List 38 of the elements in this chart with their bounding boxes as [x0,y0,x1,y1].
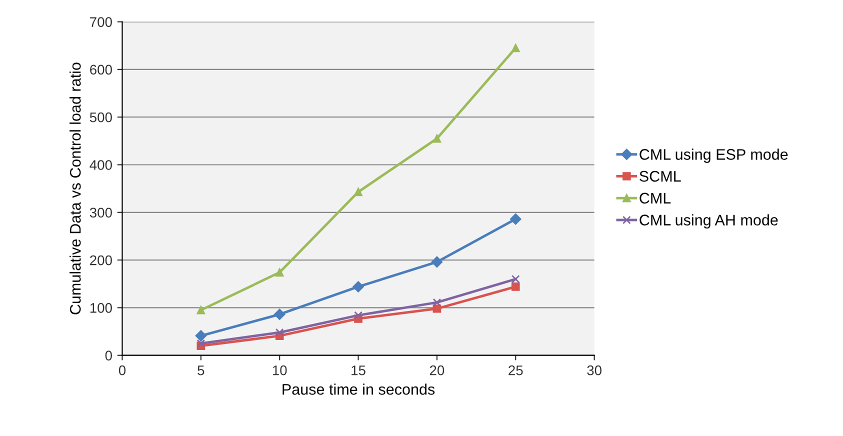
point [432,298,442,307]
y-tick-label: 0 [105,350,112,361]
point [275,268,284,277]
y-tick-label: 200 [90,255,112,266]
x-tick-label: 30 [587,365,602,376]
x-axis-title: Pause time in seconds [282,384,435,395]
point [432,304,442,313]
point [352,281,364,292]
y-tick-label: 700 [90,17,112,27]
point [196,339,206,348]
point [275,328,284,337]
point [432,134,442,143]
point [511,274,520,284]
legend-label: CML using ESP mode [640,148,788,163]
x-tick-label: 25 [508,365,523,376]
point [510,213,522,225]
legend-label: CML [640,192,671,204]
point [195,330,207,342]
y-tick-label: 400 [90,160,112,170]
legend-label: CML using AH mode [640,214,778,229]
point [196,306,206,314]
x-tick-label: 10 [272,365,287,376]
point [274,308,286,320]
y-tick-label: 500 [90,112,112,122]
point [354,188,362,196]
legend-label: SCML [640,170,681,182]
y-axis-title: Cumulative Data vs Control load ratio [70,62,81,314]
x-tick-label: 15 [352,366,366,376]
point [511,44,520,52]
x-tick-label: 0 [118,365,126,376]
y-tick-label: 100 [90,303,112,313]
point [354,311,362,320]
x-tick-label: 5 [198,366,204,376]
point [511,282,520,291]
y-tick-label: 600 [90,64,112,75]
y-tick-label: 300 [90,208,112,218]
point [431,256,443,268]
x-tick-label: 20 [430,365,444,376]
